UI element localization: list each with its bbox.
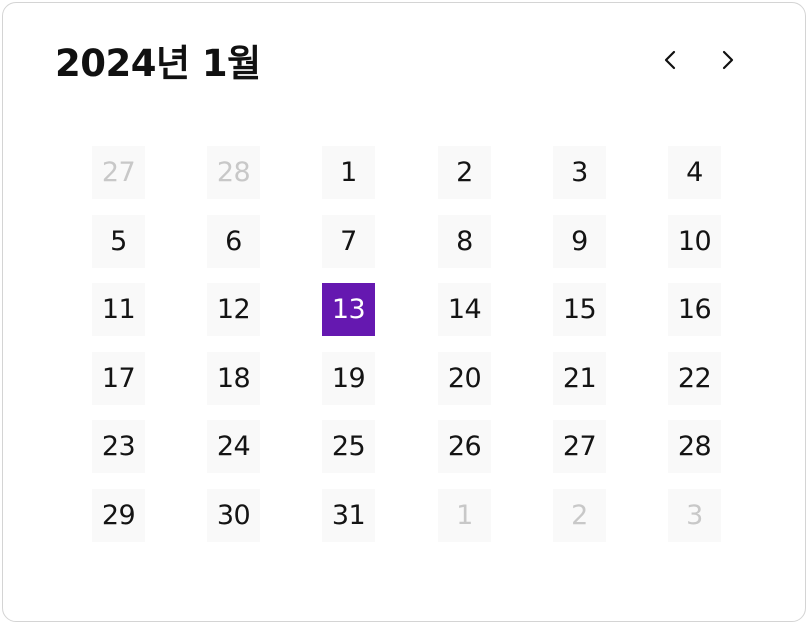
day-cell-outside-month[interactable]: 27 xyxy=(92,146,145,199)
day-cell[interactable]: 16 xyxy=(668,283,721,336)
day-cell[interactable]: 30 xyxy=(207,489,260,542)
day-cell[interactable]: 5 xyxy=(92,215,145,268)
day-cell[interactable]: 25 xyxy=(322,420,375,473)
chevron-right-icon xyxy=(721,49,735,71)
day-cell[interactable]: 11 xyxy=(92,283,145,336)
day-cell[interactable]: 20 xyxy=(438,352,491,405)
chevron-left-icon xyxy=(663,49,677,71)
day-cell-outside-month[interactable]: 28 xyxy=(207,146,260,199)
day-cell-outside-month[interactable]: 3 xyxy=(668,489,721,542)
day-cell[interactable]: 14 xyxy=(438,283,491,336)
day-cell[interactable]: 19 xyxy=(322,352,375,405)
day-cell[interactable]: 23 xyxy=(92,420,145,473)
day-cell[interactable]: 17 xyxy=(92,352,145,405)
day-cell[interactable]: 8 xyxy=(438,215,491,268)
day-cell[interactable]: 3 xyxy=(553,146,606,199)
day-cell[interactable]: 27 xyxy=(553,420,606,473)
day-cell-selected[interactable]: 13 xyxy=(322,283,375,336)
day-cell[interactable]: 1 xyxy=(322,146,375,199)
day-cell[interactable]: 21 xyxy=(553,352,606,405)
day-cell[interactable]: 6 xyxy=(207,215,260,268)
day-cell[interactable]: 22 xyxy=(668,352,721,405)
month-title: 2024년 1월 xyxy=(55,42,261,85)
day-cell[interactable]: 29 xyxy=(92,489,145,542)
day-cell[interactable]: 7 xyxy=(322,215,375,268)
day-cell[interactable]: 4 xyxy=(668,146,721,199)
day-cell-outside-month[interactable]: 1 xyxy=(438,489,491,542)
day-cell[interactable]: 28 xyxy=(668,420,721,473)
day-cell[interactable]: 10 xyxy=(668,215,721,268)
day-cell[interactable]: 18 xyxy=(207,352,260,405)
day-cell[interactable]: 9 xyxy=(553,215,606,268)
day-cell[interactable]: 31 xyxy=(322,489,375,542)
day-cell[interactable]: 12 xyxy=(207,283,260,336)
day-cell[interactable]: 2 xyxy=(438,146,491,199)
next-month-button[interactable] xyxy=(713,45,743,75)
day-cell[interactable]: 15 xyxy=(553,283,606,336)
day-cell-outside-month[interactable]: 2 xyxy=(553,489,606,542)
day-cell[interactable]: 26 xyxy=(438,420,491,473)
previous-month-button[interactable] xyxy=(655,45,685,75)
day-cell[interactable]: 24 xyxy=(207,420,260,473)
